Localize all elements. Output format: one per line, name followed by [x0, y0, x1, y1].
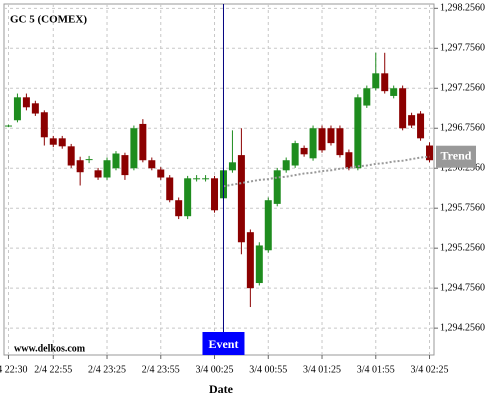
y-tick-label: 1,297.7560 [440, 43, 485, 54]
candle-body [264, 200, 272, 251]
candle-body [13, 97, 21, 121]
marks [4, 52, 434, 308]
candle-body [121, 155, 129, 176]
candle-body [309, 128, 317, 159]
trend-line [223, 155, 430, 188]
watermark: www.delkos.com [14, 343, 86, 354]
candle-body [282, 160, 290, 171]
plot-area [3, 3, 435, 356]
candle-body [255, 245, 263, 284]
candle-body [157, 169, 165, 178]
candle-body [85, 159, 93, 161]
y-tick-label: 1,294.7560 [440, 282, 485, 293]
y-tick-label: 1,296.2560 [440, 163, 485, 174]
x-tick-label: 2/4 22:55 [34, 364, 72, 375]
candle-body [139, 123, 147, 161]
x-tick-label: 3/4 01:55 [357, 364, 395, 375]
candle-body [300, 147, 308, 155]
candle-body [390, 88, 398, 96]
candle-body [202, 178, 210, 180]
candle-body [345, 152, 353, 169]
candle-body [148, 160, 156, 169]
trend-label: Trend [441, 148, 472, 162]
candle-body [363, 88, 371, 106]
candle-body [336, 128, 344, 156]
y-tick-label: 1,297.2560 [440, 83, 485, 94]
x-axis-label: Date [209, 382, 234, 396]
event-box [202, 332, 245, 355]
candle-body [49, 138, 57, 145]
candle-body [211, 178, 219, 211]
candle-body [417, 113, 425, 139]
x-tick-label: 2/4 23:55 [142, 364, 180, 375]
candle-body [237, 155, 245, 243]
candle-body [4, 125, 12, 127]
candle-body [327, 128, 335, 144]
candle-body [184, 178, 192, 217]
candle-body [228, 162, 236, 171]
x-tick-label: 3/4 01:25 [303, 364, 341, 375]
x-tick-label: 3/4 00:25 [195, 364, 233, 375]
candle-body [399, 88, 407, 129]
candle-body [22, 97, 30, 108]
candle-body [318, 128, 326, 151]
x-tick-label: 2/4 23:25 [88, 364, 126, 375]
candle-body [426, 145, 434, 161]
y-tick-label: 1,298.2560 [440, 3, 485, 14]
candle-body [408, 115, 416, 126]
candle-body [246, 232, 254, 289]
event-label: Event [208, 337, 238, 351]
x-tick-label: 2/4 22:30 [0, 364, 28, 375]
candle-body [31, 103, 39, 114]
candle-body [130, 128, 138, 169]
candle-body [354, 97, 362, 169]
candle-body [193, 178, 201, 180]
y-tick-label: 1,295.7560 [440, 203, 485, 214]
candle-body [112, 153, 120, 169]
candle-body [76, 160, 84, 173]
candle-body [103, 160, 111, 178]
candle-body [58, 138, 66, 147]
candle-body [67, 146, 75, 166]
trend-label-box [436, 145, 476, 168]
candle-body [94, 170, 102, 178]
candle-body [273, 170, 281, 204]
candle-body [40, 112, 48, 138]
y-tick-label: 1,294.2560 [440, 322, 485, 333]
chart-title: GC 5 (COMEX) [10, 14, 87, 26]
y-tick-label: 1,296.7560 [440, 123, 485, 134]
x-tick-label: 3/4 00:55 [249, 364, 287, 375]
candle-body [175, 200, 183, 217]
candle-body [291, 143, 299, 166]
candle-body [166, 177, 174, 201]
candle-body [381, 73, 389, 92]
candle-body [372, 73, 380, 89]
y-tick-label: 1,295.2560 [440, 242, 485, 253]
x-tick-label: 3/4 02:25 [410, 364, 448, 375]
